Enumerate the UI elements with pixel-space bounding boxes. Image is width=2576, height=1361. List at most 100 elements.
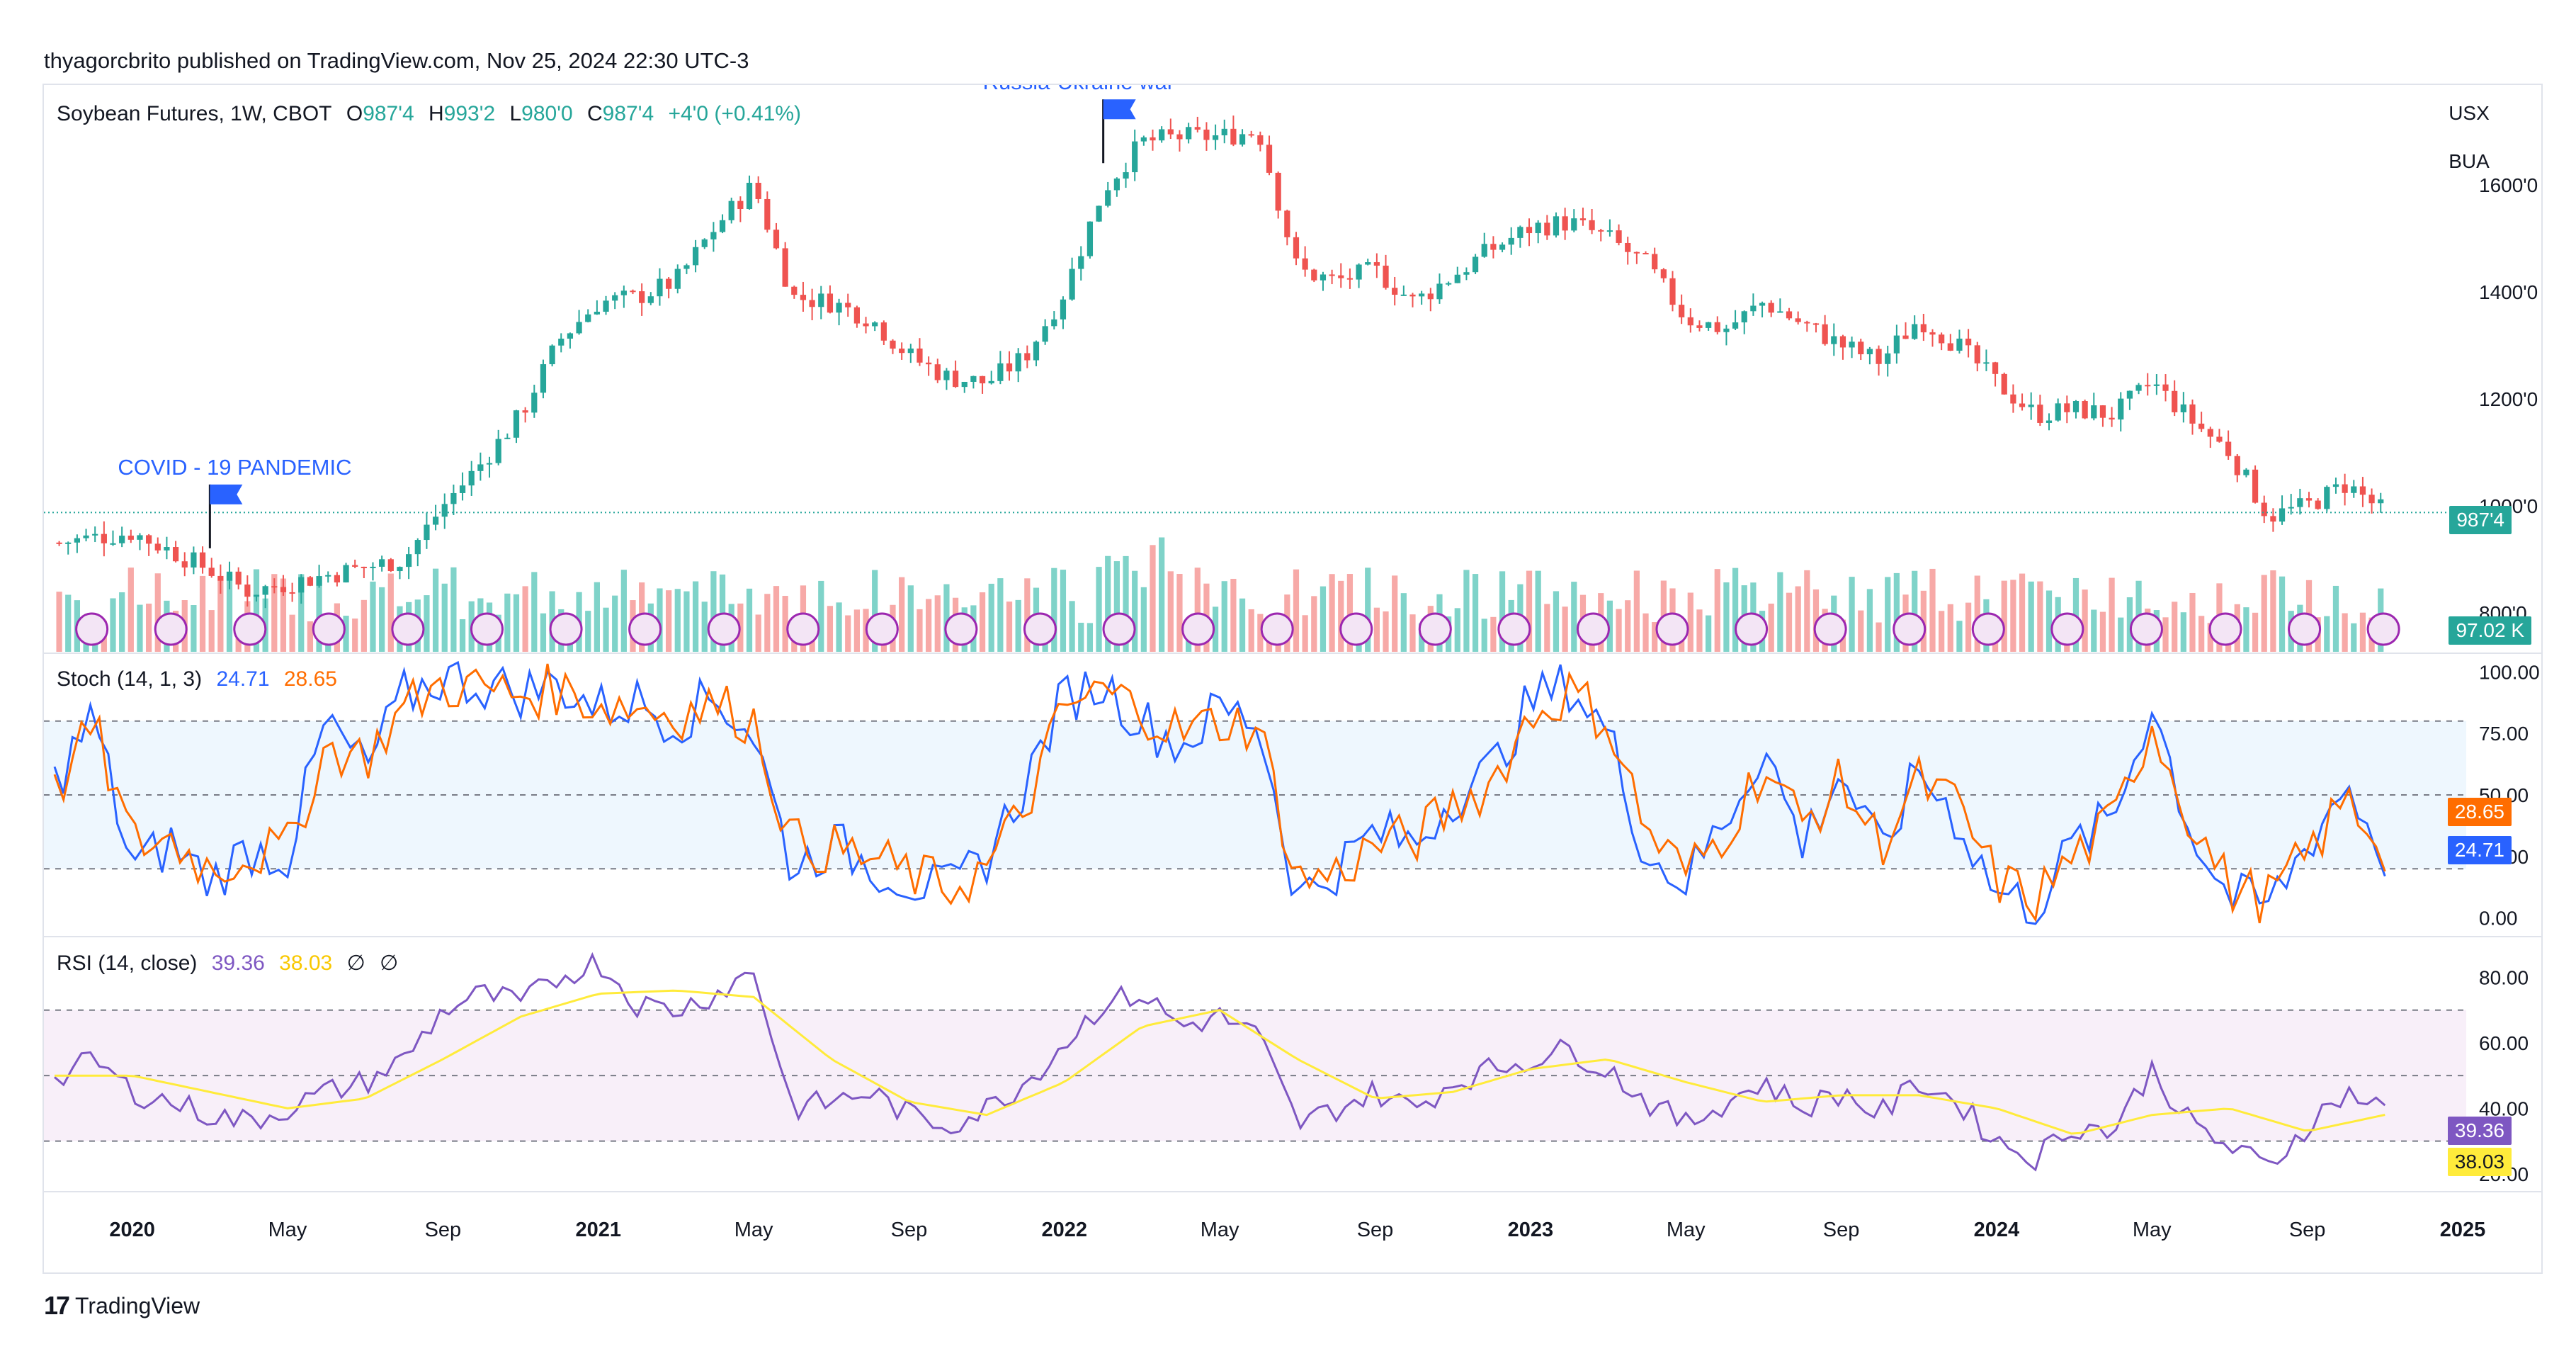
candle-body: [1113, 178, 1120, 191]
candle-body: [791, 286, 798, 295]
candle-body: [1535, 222, 1541, 234]
volume-bar: [2207, 623, 2213, 652]
candle-body: [1140, 137, 1147, 142]
candle-body: [2072, 401, 2079, 412]
volume-bar: [361, 599, 367, 652]
candle-body: [1983, 362, 1990, 364]
volume-bar: [1912, 570, 1918, 652]
volume-bar: [1454, 608, 1460, 652]
candle-body: [1069, 269, 1075, 300]
candle-body: [1481, 244, 1487, 257]
unit-bua[interactable]: BUA: [2449, 150, 2490, 172]
candle-body: [2332, 484, 2339, 487]
unit-usx[interactable]: USX: [2449, 102, 2490, 124]
candle-body: [164, 547, 170, 550]
symbol-label[interactable]: Soybean Futures, 1W, CBOT: [57, 102, 332, 125]
candle-body: [262, 586, 268, 595]
volume-bar: [513, 594, 520, 652]
volume-bar: [2010, 580, 2016, 652]
time-axis-label: 2020: [109, 1219, 155, 1241]
candle-body: [1463, 272, 1470, 275]
volume-bar: [1105, 555, 1111, 652]
stoch-legend: Stoch (14, 1, 3) 24.71 28.65: [57, 667, 346, 691]
indicator-axis-label: 75.00: [2479, 723, 2529, 745]
volume-bar: [2037, 581, 2043, 652]
candle-body: [1203, 129, 1210, 140]
candle-body: [2288, 507, 2294, 509]
rsi-name[interactable]: RSI (14, close): [57, 951, 198, 975]
volume-bar: [370, 581, 376, 652]
candle-body: [1024, 353, 1031, 361]
candle-body: [289, 592, 295, 594]
volume-bar: [1194, 567, 1201, 652]
stoch-k-value: 24.71: [216, 667, 270, 691]
candle-body: [845, 303, 851, 307]
stoch-name[interactable]: Stoch (14, 1, 3): [57, 667, 203, 691]
candle-body: [549, 345, 555, 365]
event-marker-icon: [2288, 612, 2322, 646]
volume-bar: [1248, 609, 1254, 652]
candle-body: [1625, 242, 1631, 252]
candle-body: [2225, 441, 2232, 456]
main-legend: Soybean Futures, 1W, CBOT O987'4 H993'2 …: [57, 102, 810, 126]
candle-body: [65, 542, 72, 544]
event-marker-icon: [1023, 612, 1057, 646]
candle-body: [1472, 256, 1479, 273]
volume-bar: [997, 578, 1004, 652]
candle-body: [809, 300, 815, 307]
chart-frame[interactable]: 800'01000'01200'01400'01600'00.0025.0050…: [42, 84, 2543, 1274]
volume-bar: [1132, 570, 1138, 652]
indicator-axis-label: 0.00: [2479, 908, 2518, 930]
candle-body: [926, 362, 932, 365]
candle-body: [1795, 318, 1801, 322]
candle-body: [1266, 145, 1273, 173]
candle-body: [316, 576, 322, 586]
candles: [44, 115, 2466, 609]
volume-bar: [352, 619, 358, 652]
tradingview-footer[interactable]: 17 TradingView: [44, 1291, 200, 1321]
volume-bar: [226, 575, 233, 652]
candle-body: [191, 552, 197, 567]
time-axis-label: 2025: [2440, 1219, 2486, 1241]
candle-body: [1598, 230, 1604, 232]
volume-bar: [934, 595, 941, 652]
volume-bar: [387, 573, 394, 652]
candle-body: [146, 535, 152, 544]
volume-bar: [1849, 577, 1855, 652]
candle-body: [406, 554, 412, 567]
candle-body: [1078, 256, 1084, 269]
volume-bar: [1876, 622, 1882, 652]
chart-canvas[interactable]: 800'01000'01200'01400'01600'00.0025.0050…: [44, 85, 2541, 1272]
event-marker-icon: [2129, 612, 2163, 646]
candle-body: [1606, 230, 1613, 232]
event-marker-icon: [707, 612, 741, 646]
volume-bar: [818, 580, 824, 652]
volume-bar: [907, 585, 914, 652]
candle-body: [2010, 394, 2016, 404]
candle-body: [1033, 341, 1040, 361]
candle-body: [1652, 254, 1658, 270]
candle-body: [2189, 404, 2196, 424]
open-value: 987'4: [363, 102, 414, 125]
volume-bar: [1113, 561, 1120, 652]
volume-bar: [2091, 609, 2097, 652]
volume-bar: [522, 586, 528, 652]
volume-bar: [1974, 575, 1980, 652]
candle-body: [961, 381, 968, 388]
candle-body: [2055, 403, 2061, 421]
candle-body: [531, 393, 538, 413]
event-marker-icon: [1497, 612, 1531, 646]
volume-bar: [1078, 622, 1084, 652]
candle-body: [1373, 262, 1380, 266]
candle-body: [612, 295, 618, 301]
volume-bar: [1786, 592, 1793, 652]
candle-body: [1230, 128, 1237, 145]
volume-bar: [827, 606, 834, 652]
candle-body: [853, 307, 860, 324]
volume-bar: [1706, 615, 1712, 652]
volume-bar: [585, 611, 591, 652]
candle-body: [620, 290, 627, 295]
volume-bar: [2172, 602, 2178, 652]
candle-body: [630, 290, 636, 293]
candle-body: [1346, 278, 1354, 280]
